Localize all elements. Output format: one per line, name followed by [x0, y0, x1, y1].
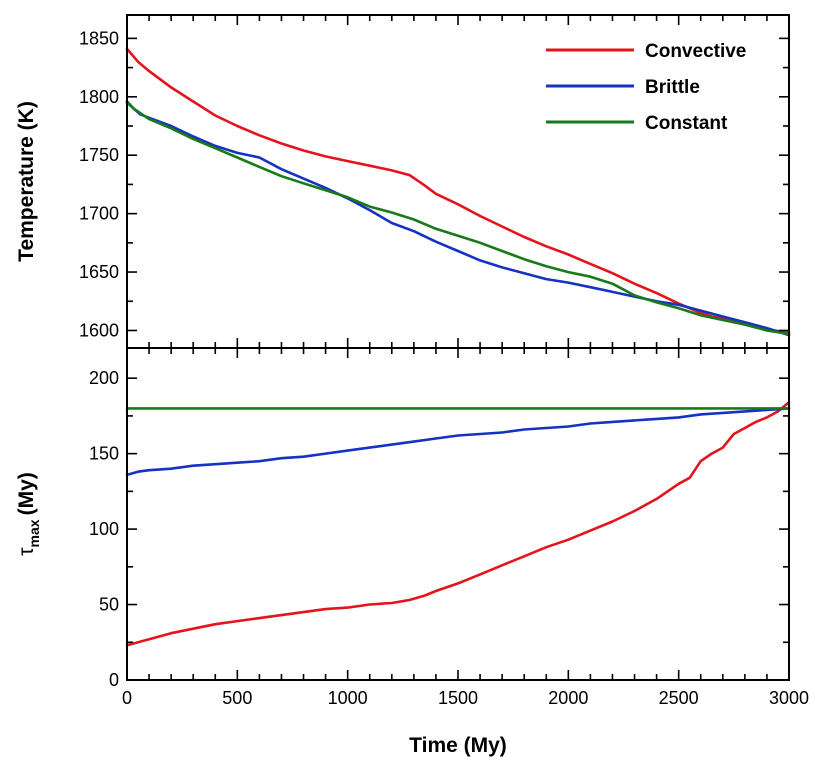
bottom-xtick-label: 2000	[548, 688, 588, 708]
top-series-constant	[125, 101, 791, 336]
top-plot-frame	[126, 14, 790, 349]
bottom-ytick-label: 100	[89, 519, 119, 539]
bottom-xtick-label: 500	[222, 688, 252, 708]
legend-label-convective: Convective	[645, 41, 746, 62]
legend-label-constant: Constant	[645, 113, 728, 134]
top-ytick-label: 1600	[79, 320, 119, 340]
top-ytick-label: 1750	[79, 145, 119, 165]
time-axis-title: Time (My)	[409, 734, 507, 757]
tau-subscript: max	[26, 519, 42, 547]
top-ytick-label: 1800	[79, 87, 119, 107]
top-ytick-label: 1650	[79, 262, 119, 282]
top-ytick-label: 1850	[79, 28, 119, 48]
bottom-series-brittle	[125, 407, 791, 477]
temperature-panel: 1600 1650 1700 1750 1800 1850	[79, 14, 791, 349]
top-series-brittle	[125, 100, 791, 337]
tau-max-axis-title: τmax (My)	[15, 472, 42, 556]
bottom-ytick-label: 150	[89, 444, 119, 464]
bottom-xtick-label: 0	[122, 688, 132, 708]
bottom-plot-frame	[126, 347, 790, 681]
bottom-ytick-label: 50	[99, 595, 119, 615]
temperature-axis-title: Temperature (K)	[15, 101, 38, 262]
bottom-ytick-label: 200	[89, 368, 119, 388]
top-ytick-label: 1700	[79, 204, 119, 224]
bottom-xtick-label: 2500	[659, 688, 699, 708]
legend: Convective Brittle Constant	[546, 41, 746, 134]
bottom-xtick-label: 3000	[769, 688, 809, 708]
bottom-ytick-label: 0	[109, 670, 119, 690]
bottom-xtick-label: 1500	[438, 688, 478, 708]
tau-symbol: τ	[15, 547, 38, 556]
tau-unit: (My)	[15, 472, 38, 515]
bottom-series-convective	[125, 400, 791, 647]
bottom-xtick-label: 1000	[328, 688, 368, 708]
legend-label-brittle: Brittle	[645, 77, 700, 98]
